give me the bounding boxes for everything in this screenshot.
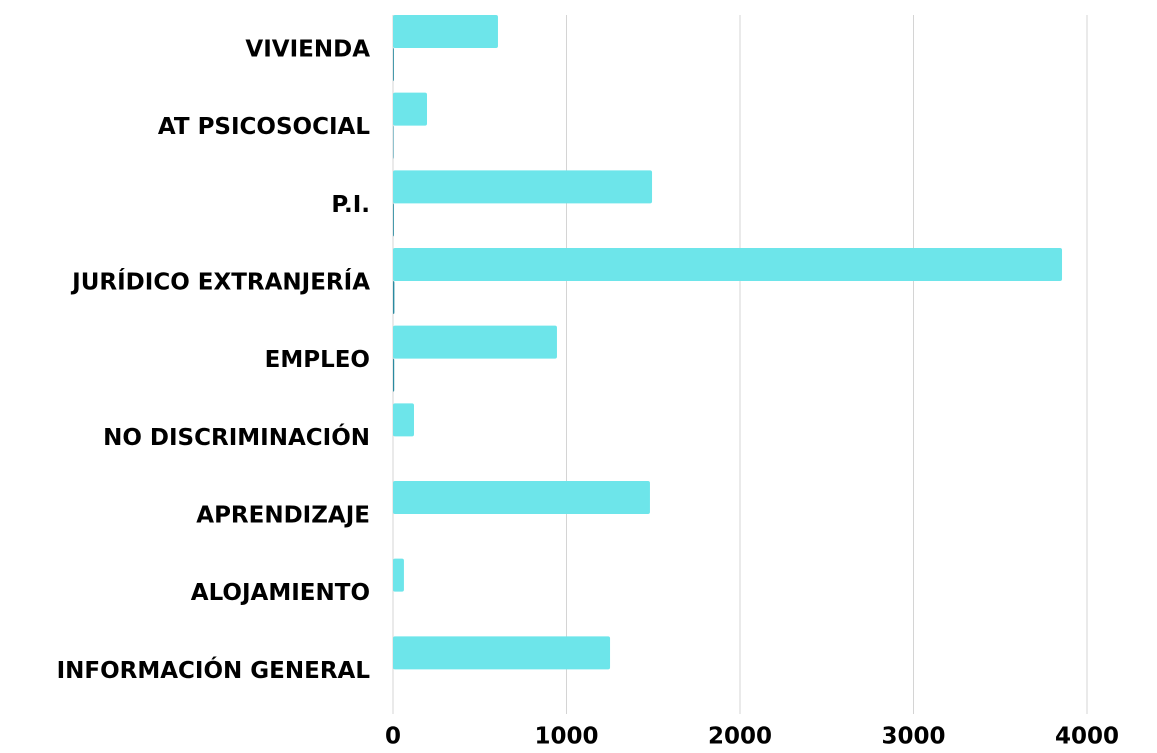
bar <box>393 92 428 126</box>
y-tick-label: ALOJAMIENTO <box>191 580 370 606</box>
x-tick-label: 3000 <box>881 724 945 750</box>
x-tick-label: 4000 <box>1055 724 1119 750</box>
y-tick-label: AT PSICOSOCIAL <box>158 114 370 140</box>
x-tick-label: 0 <box>385 724 401 750</box>
bar <box>393 358 395 392</box>
bar <box>393 170 653 204</box>
y-tick-label: JURÍDICO EXTRANJERÍA <box>70 268 370 296</box>
bar <box>393 281 395 315</box>
bar <box>393 403 414 437</box>
bar <box>393 125 394 159</box>
bar <box>393 636 611 670</box>
bar <box>393 203 394 237</box>
bar <box>393 558 404 592</box>
y-tick-label: APRENDIZAJE <box>196 503 370 529</box>
y-tick-label: P.I. <box>331 192 370 218</box>
y-tick-label: EMPLEO <box>265 347 370 373</box>
bar <box>393 248 1063 282</box>
bar <box>393 15 498 49</box>
y-tick-label: VIVIENDA <box>245 37 370 63</box>
x-tick-label: 2000 <box>708 724 772 750</box>
bar <box>393 48 394 82</box>
x-tick-label: 1000 <box>534 724 598 750</box>
y-tick-label: NO DISCRIMINACIÓN <box>103 423 370 451</box>
y-tick-label: INFORMACIÓN GENERAL <box>57 656 371 684</box>
bar <box>393 325 557 359</box>
bar <box>393 481 650 515</box>
